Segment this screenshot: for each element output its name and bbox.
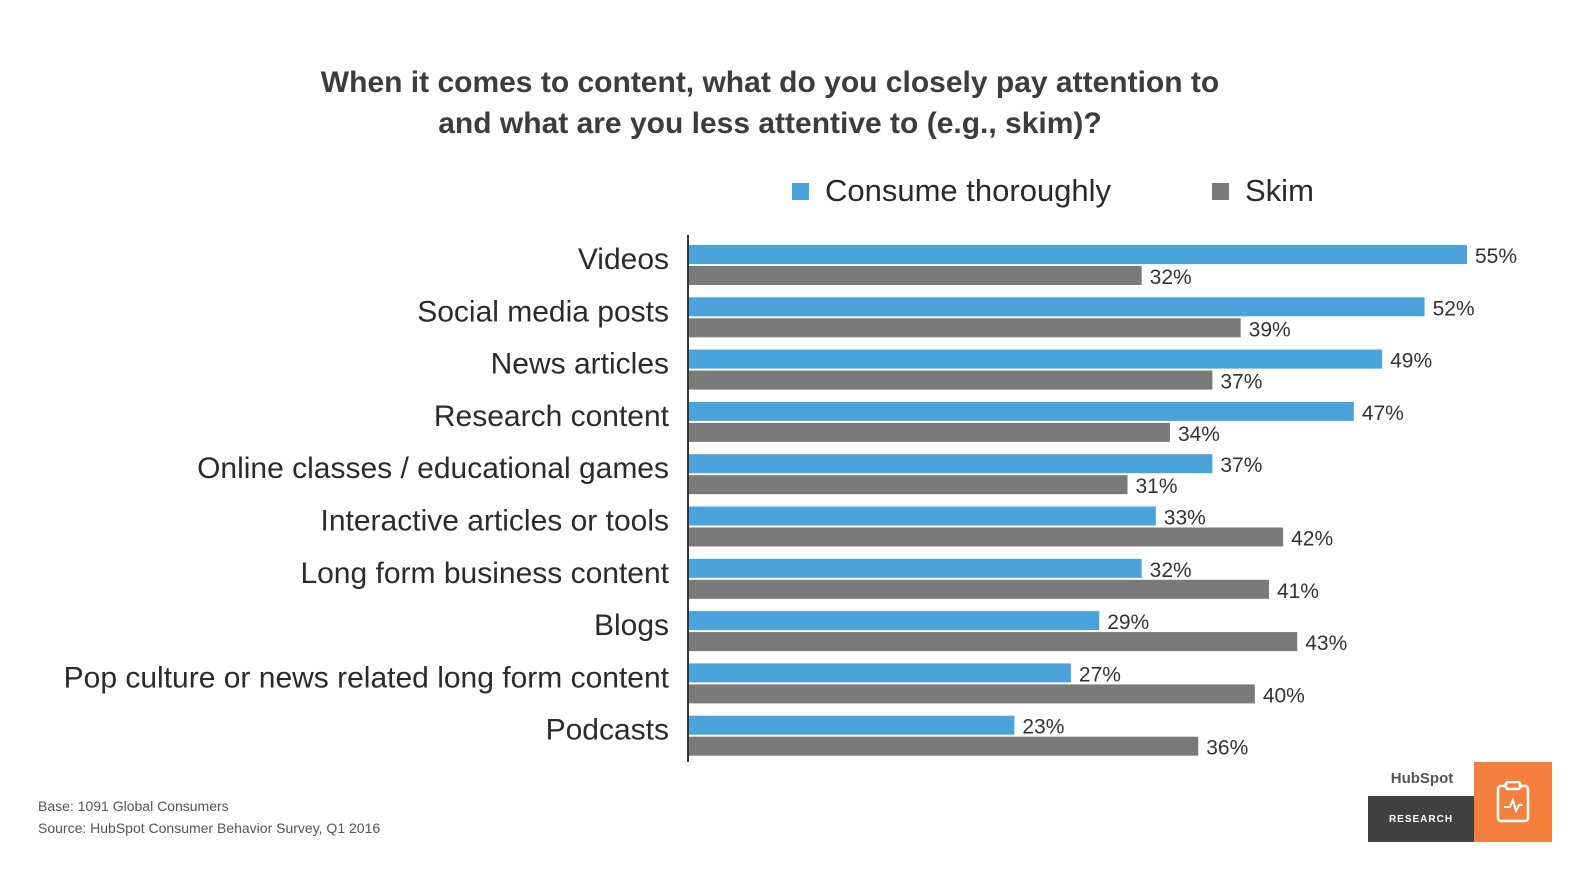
data-label-consume-thoroughly-blogs: 29% (1107, 611, 1149, 634)
data-label-consume-thoroughly-social-media-posts: 52% (1433, 297, 1475, 320)
brand-name: HubSpot (1390, 770, 1454, 787)
chart-title-line-1: When it comes to content, what do you cl… (320, 66, 1220, 99)
category-label-social-media-posts: Social media posts (417, 295, 669, 328)
bar-skim-videos (689, 266, 1142, 285)
bar-consume-thoroughly-social-media-posts (689, 297, 1425, 317)
bar-skim-podcasts (689, 736, 1199, 756)
data-label-consume-thoroughly-interactive-articles-or-tools: 33% (1164, 507, 1206, 530)
bar-consume-thoroughly-videos (689, 245, 1467, 264)
legend-swatch-skim (1212, 182, 1229, 200)
bar-consume-thoroughly-long-form-business-content (689, 558, 1142, 578)
legend-item-skim: Skim (1212, 172, 1314, 210)
brand-accent-box (1474, 762, 1552, 842)
category-label-news-articles: News articles (491, 348, 669, 381)
data-label-skim-research-content: 34% (1178, 423, 1220, 446)
bar-skim-blogs (689, 632, 1298, 652)
data-label-skim-podcasts: 36% (1206, 737, 1248, 760)
data-label-consume-thoroughly-research-content: 47% (1362, 402, 1404, 425)
data-label-consume-thoroughly-online-classes-educational-games: 37% (1220, 454, 1262, 477)
bar-skim-pop-culture-or-news-related-long-form-content (689, 684, 1255, 704)
category-label-interactive-articles-or-tools: Interactive articles or tools (321, 505, 669, 538)
bar-skim-interactive-articles-or-tools (689, 527, 1284, 547)
data-label-skim-social-media-posts: 39% (1249, 318, 1291, 341)
bar-consume-thoroughly-interactive-articles-or-tools (689, 506, 1156, 526)
data-label-skim-interactive-articles-or-tools: 42% (1291, 528, 1333, 551)
category-label-pop-culture-or-news-related-long-form-content: Pop culture or news related long form co… (64, 661, 670, 694)
data-label-skim-news-articles: 37% (1220, 371, 1262, 394)
footnote-base: Base: 1091 Global Consumers (38, 798, 229, 814)
bar-skim-social-media-posts (689, 318, 1241, 338)
category-label-blogs: Blogs (594, 609, 669, 642)
bar-consume-thoroughly-blogs (689, 611, 1100, 631)
data-label-consume-thoroughly-podcasts: 23% (1022, 716, 1064, 739)
data-label-skim-pop-culture-or-news-related-long-form-content: 40% (1263, 684, 1305, 707)
clipboard-chart-icon (1496, 781, 1530, 823)
footnote-source: Source: HubSpot Consumer Behavior Survey… (38, 820, 381, 836)
legend-swatch-consume-thoroughly (792, 182, 809, 200)
category-label-research-content: Research content (434, 400, 670, 433)
bar-consume-thoroughly-news-articles (689, 349, 1383, 369)
category-label-online-classes-educational-games: Online classes / educational games (197, 452, 669, 485)
category-label-long-form-business-content: Long form business content (300, 557, 669, 590)
data-label-skim-blogs: 43% (1305, 632, 1347, 655)
data-label-skim-online-classes-educational-games: 31% (1136, 475, 1178, 498)
bar-consume-thoroughly-online-classes-educational-games (689, 454, 1213, 474)
data-label-skim-long-form-business-content: 41% (1277, 580, 1319, 603)
data-label-consume-thoroughly-news-articles: 49% (1390, 350, 1432, 373)
legend-label-consume-thoroughly: Consume thoroughly (825, 173, 1112, 208)
legend-item-consume-thoroughly: Consume thoroughly (792, 172, 1111, 210)
bar-skim-news-articles (689, 370, 1213, 390)
bar-consume-thoroughly-pop-culture-or-news-related-long-form-content (689, 663, 1071, 683)
data-label-consume-thoroughly-long-form-business-content: 32% (1150, 559, 1192, 582)
legend-label-skim: Skim (1245, 173, 1314, 208)
chart-title-line-2: and what are you less attentive to (e.g.… (438, 107, 1102, 140)
bar-consume-thoroughly-research-content (689, 401, 1354, 421)
hubspot-research-logo: HubSpot RESEARCH (1368, 762, 1552, 842)
data-label-consume-thoroughly-videos: 55% (1475, 245, 1517, 268)
brand-research-bar: RESEARCH (1368, 796, 1474, 842)
bar-skim-long-form-business-content (689, 579, 1269, 599)
brand-research-label: RESEARCH (1388, 813, 1454, 825)
bar-consume-thoroughly-podcasts (689, 715, 1015, 735)
data-label-skim-videos: 32% (1150, 266, 1192, 289)
bar-skim-online-classes-educational-games (689, 475, 1128, 495)
bar-skim-research-content (689, 422, 1170, 442)
data-label-consume-thoroughly-pop-culture-or-news-related-long-form-content: 27% (1079, 663, 1121, 686)
category-label-videos: Videos (578, 243, 669, 276)
category-label-podcasts: Podcasts (546, 714, 669, 747)
